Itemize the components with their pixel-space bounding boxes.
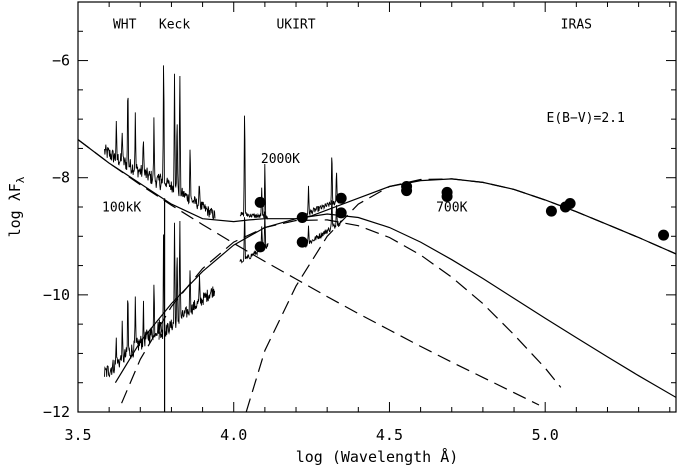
data-layer bbox=[78, 65, 676, 412]
annotation: 100kK bbox=[102, 201, 141, 216]
photometry-point bbox=[658, 229, 670, 241]
y-axis-label-main: log λF bbox=[6, 183, 24, 237]
x-tick-label: 4.5 bbox=[376, 426, 403, 444]
spectrum-ukirt-6 bbox=[305, 157, 342, 217]
photometry-point bbox=[564, 197, 576, 209]
annotation: WHT bbox=[113, 17, 137, 32]
y-tick-label: −12 bbox=[43, 403, 70, 421]
annotation: Keck bbox=[159, 17, 190, 32]
x-tick-label: 3.5 bbox=[64, 426, 91, 444]
y-tick-label: −10 bbox=[43, 286, 70, 304]
spectrum-ukirt-5 bbox=[239, 115, 269, 220]
model-curve-2 bbox=[114, 213, 676, 398]
model-curve-3 bbox=[78, 139, 540, 406]
model-curve-5 bbox=[245, 178, 676, 412]
annotation: IRAS bbox=[561, 17, 592, 32]
annotation: UKIRT bbox=[276, 17, 315, 32]
annotation: 700K bbox=[436, 201, 467, 216]
tick-labels: 3.5 4.0 4.5 5.0 −6 −8 −10 −12 bbox=[43, 52, 559, 444]
photometry-point bbox=[401, 185, 413, 197]
spectrum-wht-1 bbox=[104, 97, 163, 191]
annotation: E(B−V)=2.1 bbox=[547, 111, 625, 126]
photometry-point bbox=[441, 190, 453, 202]
spectrum-keck-4 bbox=[158, 220, 216, 340]
x-axis-label: log (Wavelength Å) bbox=[296, 447, 459, 466]
model-curve-1 bbox=[78, 139, 676, 255]
y-tick-label: −6 bbox=[52, 52, 70, 70]
photometry-point bbox=[335, 192, 347, 204]
model-curve-4 bbox=[121, 219, 562, 404]
axis-ticks bbox=[77, 1, 676, 413]
photometry-point bbox=[296, 212, 308, 224]
x-tick-label: 5.0 bbox=[532, 426, 559, 444]
y-axis-label-subscript: λ bbox=[14, 176, 27, 183]
x-tick-label: 4.0 bbox=[220, 426, 247, 444]
photometry-point bbox=[254, 241, 266, 253]
y-axis-label: log λFλ bbox=[6, 176, 27, 237]
photometry-point bbox=[545, 205, 557, 217]
plot-frame bbox=[77, 1, 677, 413]
spectrum-ukirt-8 bbox=[304, 200, 342, 248]
annotation: 2000K bbox=[261, 152, 300, 167]
photometry-point bbox=[335, 207, 347, 219]
spectrum-wht-3 bbox=[104, 284, 163, 378]
y-tick-label: −8 bbox=[52, 169, 70, 187]
annotations: WHT Keck UKIRT IRAS E(B−V)=2.1 2000K 100kK 700K bbox=[102, 17, 625, 215]
photometry-point bbox=[296, 236, 308, 248]
photometry-point bbox=[254, 196, 266, 208]
svg-text:log λFλ: log λFλ bbox=[6, 176, 27, 237]
spectrum-keck-2 bbox=[158, 65, 216, 221]
